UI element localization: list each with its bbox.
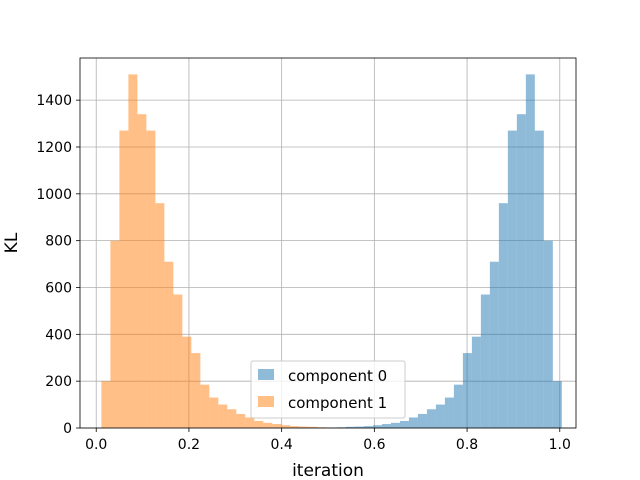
histogram-bar [281,425,291,428]
x-axis-ticks: 0.0 0.2 0.4 0.6 0.8 1.0 [85,428,571,453]
histogram-bar [290,426,300,428]
x-tick-label: 0.0 [85,437,107,453]
x-axis-label: iteration [292,461,364,480]
histogram-bar [209,397,219,428]
histogram-bar [354,426,364,428]
histogram-bar [444,397,454,428]
y-tick-label: 1200 [36,140,72,156]
y-tick-label: 600 [45,280,72,296]
histogram-bar [272,424,282,428]
histogram-bar [191,353,201,428]
histogram-bar [435,404,445,428]
y-tick-label: 1400 [36,93,72,109]
legend-box [250,360,406,419]
histogram-bar [299,426,309,428]
histogram-bar [381,424,391,428]
histogram-bar [254,420,264,428]
histogram-bar [182,336,192,428]
x-tick-label: 0.8 [456,437,478,453]
y-tick-label: 200 [45,374,72,390]
histogram-bar [345,426,355,428]
histogram-bar [417,413,427,428]
histogram-bar [128,74,138,429]
legend-label-component-0: component 0 [288,367,387,385]
series-1-bars [101,74,345,429]
histogram-bar [263,422,273,428]
series-0-bars [319,74,562,429]
y-axis-ticks: 0 200 400 600 800 1000 1200 1400 [36,93,80,437]
histogram-bar [119,130,129,428]
histogram-bar [372,425,382,428]
histogram-bar [173,294,183,428]
histogram-bar [390,422,400,428]
histogram-bar [308,426,318,428]
histogram-bar [498,203,508,428]
y-tick-label: 400 [45,327,72,343]
histogram-bar [101,381,111,428]
histogram-bar [426,409,436,428]
x-tick-label: 1.0 [549,437,571,453]
histogram-bar [408,417,418,428]
histogram-bar [399,420,409,428]
histogram-bar [462,353,472,428]
histogram-bar [164,261,174,428]
histogram-bar [543,240,553,428]
y-tick-label: 1000 [36,187,72,203]
histogram-bar [110,240,120,428]
legend-swatch-component-1 [258,396,274,407]
histogram-bar [552,381,562,428]
histogram-bar [155,203,165,428]
x-tick-label: 0.2 [178,437,200,453]
histogram-bar [218,404,228,428]
histogram-bar [146,130,156,428]
legend-label-component-1: component 1 [288,394,387,412]
x-tick-label: 0.4 [271,437,293,453]
histogram-bar [453,384,463,428]
y-axis-label: KL [2,232,22,253]
y-tick-label: 0 [63,421,72,437]
histogram-bar [200,384,210,428]
histogram-bar [489,261,499,428]
histogram-bar [227,409,237,428]
histogram-bar [236,413,246,428]
histogram-bar [507,130,517,428]
histogram-bar [471,336,481,428]
plot-frame [79,57,577,429]
histogram-bar [480,294,490,428]
histogram-bar [245,417,255,428]
histogram-bar [516,114,526,429]
histogram-bars [101,74,562,429]
histogram-bar [137,114,147,429]
x-tick-label: 0.6 [363,437,385,453]
histogram-bar [534,130,544,428]
histogram-bar [363,426,373,428]
y-tick-label: 800 [45,234,72,250]
legend-swatch-component-0 [258,369,274,380]
histogram-bar [525,74,535,429]
legend: component 0 component 1 [250,360,406,419]
